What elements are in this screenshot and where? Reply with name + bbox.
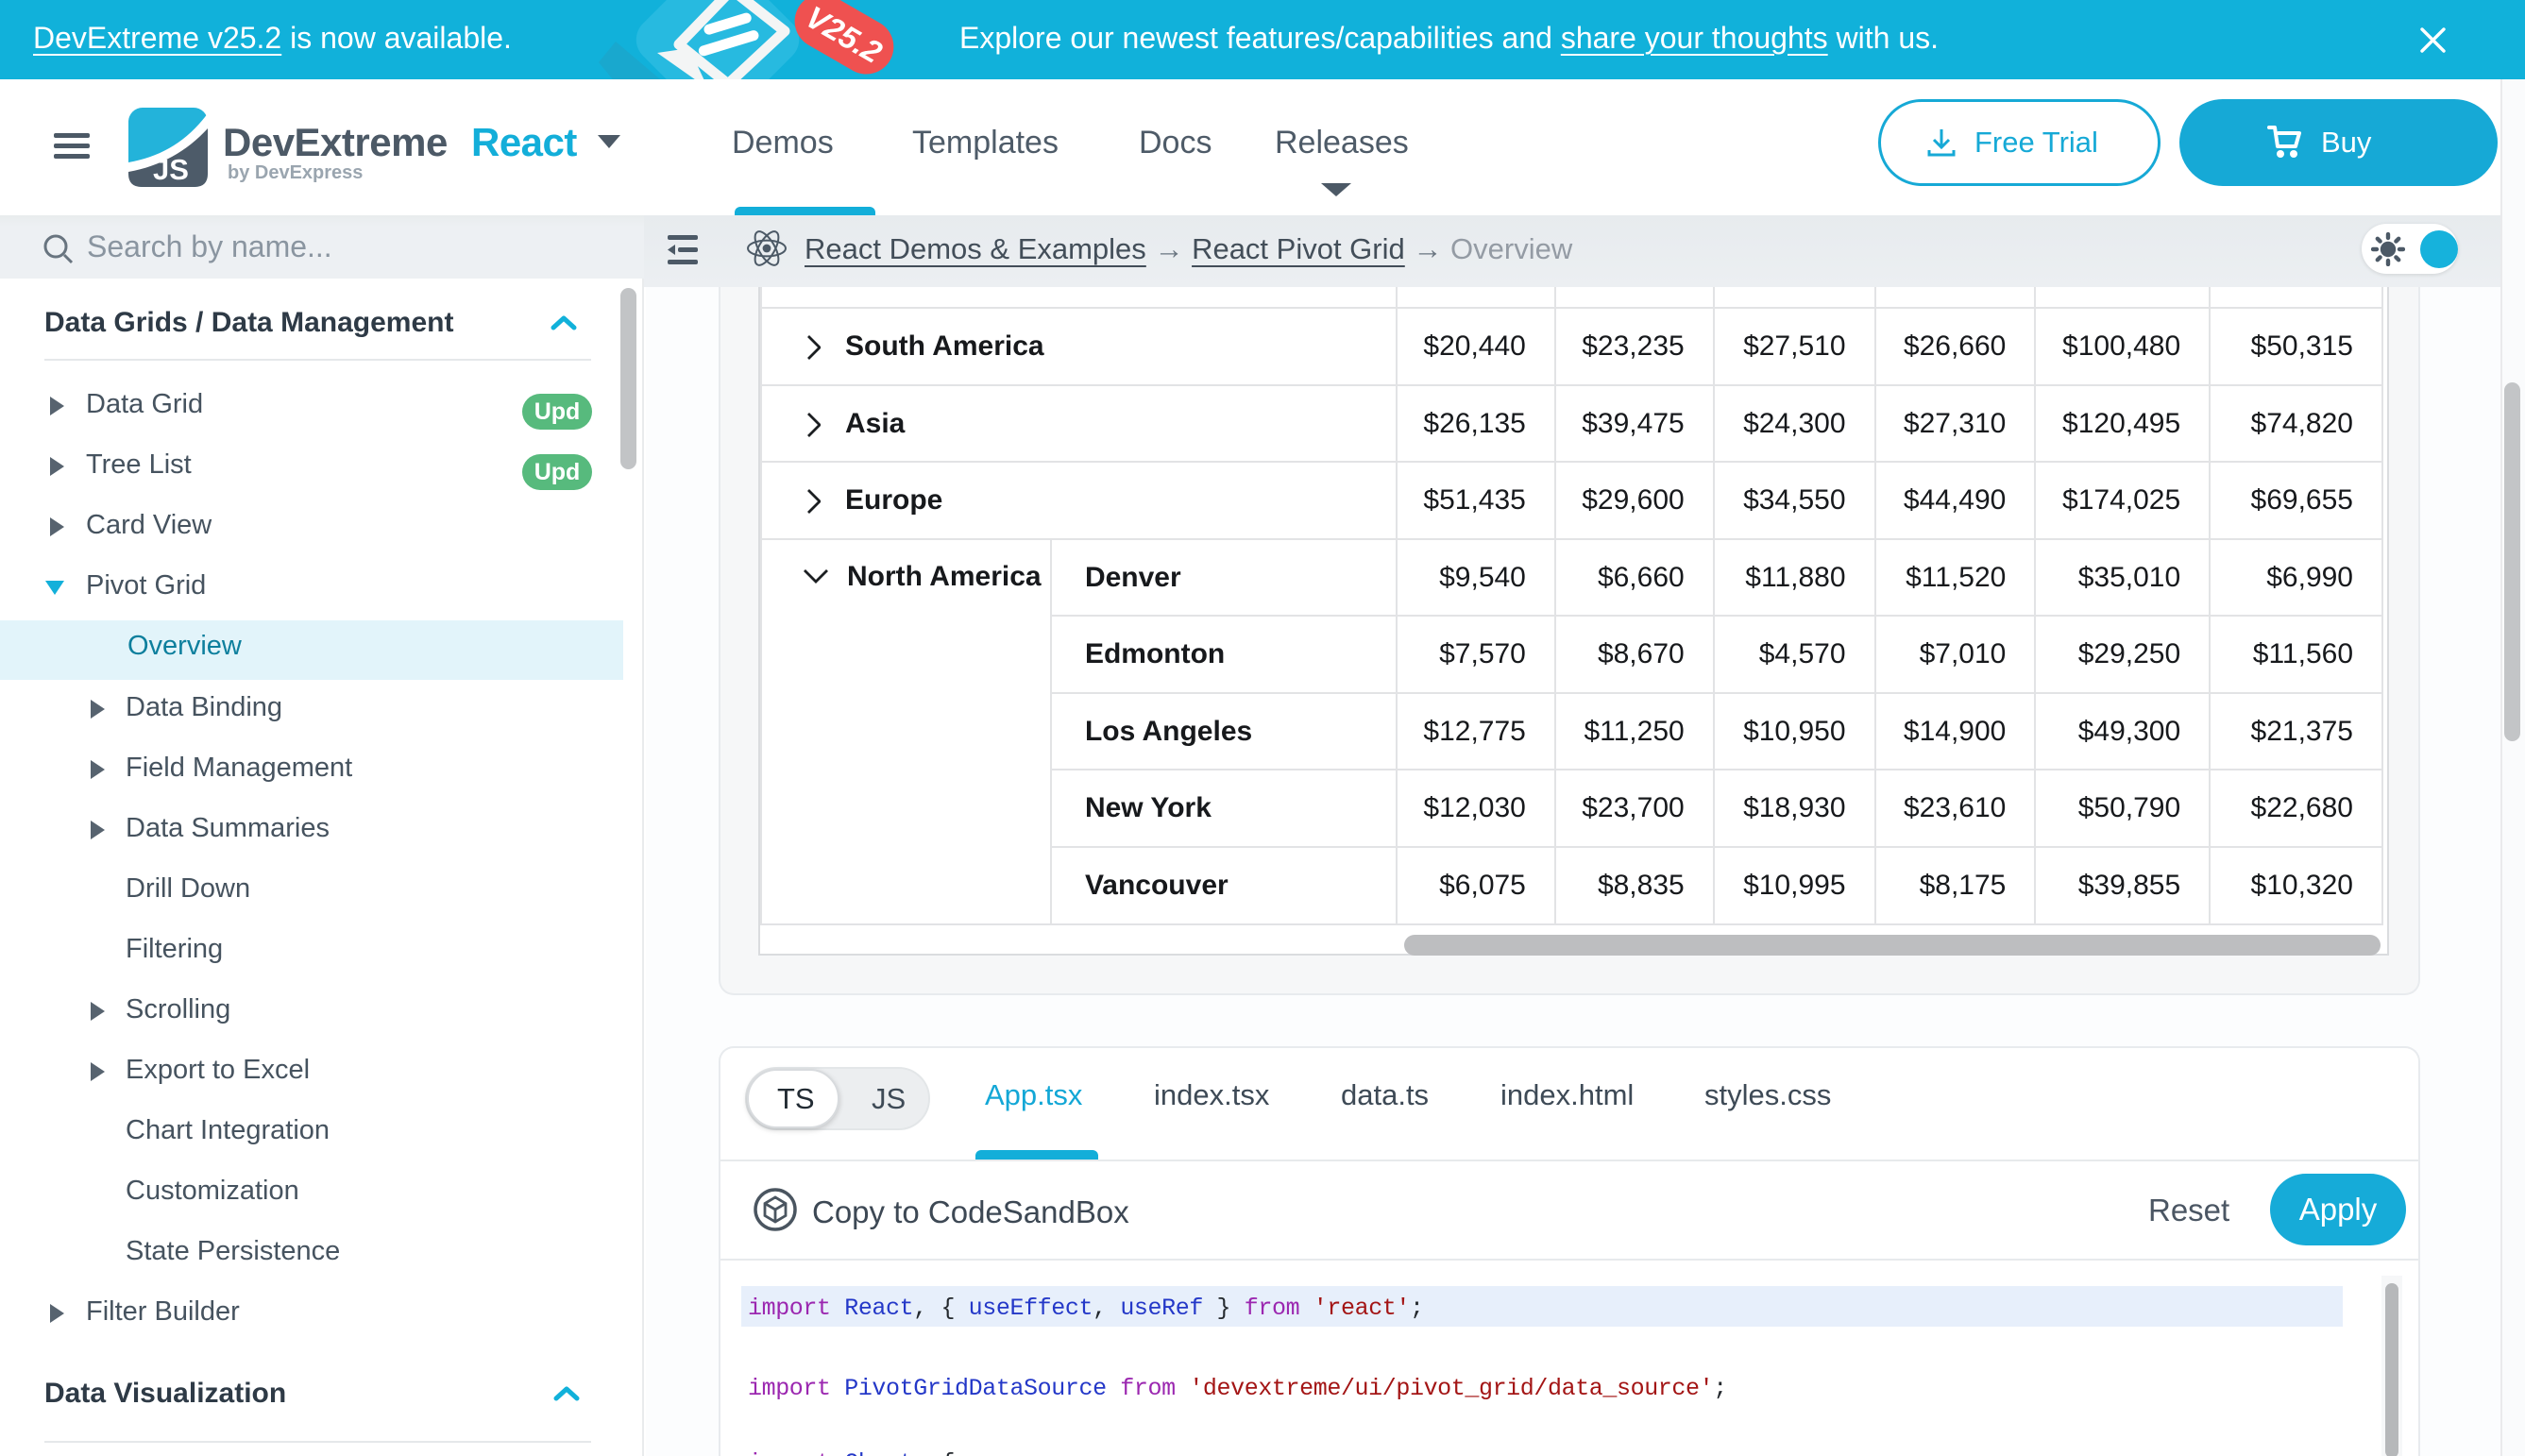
svg-text:JS: JS	[153, 153, 189, 186]
